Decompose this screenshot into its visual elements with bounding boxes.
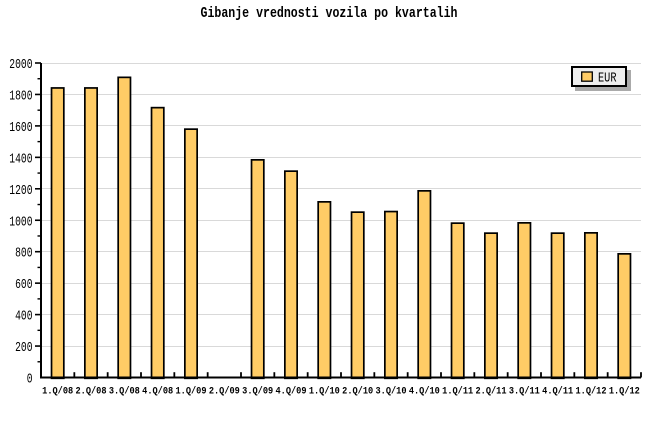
svg-text:4.Q/09: 4.Q/09 (276, 385, 307, 397)
svg-text:3.Q/08: 3.Q/08 (109, 385, 140, 397)
svg-text:4.Q/08: 4.Q/08 (142, 385, 173, 397)
svg-text:3.Q/11: 3.Q/11 (509, 385, 540, 397)
svg-text:1400: 1400 (9, 151, 32, 167)
svg-text:2000: 2000 (9, 57, 32, 73)
svg-text:800: 800 (15, 246, 32, 262)
svg-text:Gibanje vrednosti vozila po kv: Gibanje vrednosti vozila po kvartalih (201, 5, 458, 22)
svg-text:1.Q/10: 1.Q/10 (309, 385, 340, 397)
svg-text:2.Q/11: 2.Q/11 (476, 385, 507, 397)
svg-text:1.Q/12: 1.Q/12 (576, 385, 607, 397)
svg-text:EUR: EUR (598, 70, 617, 86)
svg-text:3.Q/09: 3.Q/09 (242, 385, 273, 397)
svg-text:1000: 1000 (9, 214, 32, 230)
svg-text:1.Q/09: 1.Q/09 (176, 385, 207, 397)
svg-text:1800: 1800 (9, 88, 32, 104)
svg-text:600: 600 (15, 277, 32, 293)
svg-text:4.Q/11: 4.Q/11 (542, 385, 573, 397)
svg-text:400: 400 (15, 309, 32, 325)
svg-text:1.Q/12: 1.Q/12 (609, 385, 640, 397)
svg-text:3.Q/10: 3.Q/10 (376, 385, 407, 397)
svg-text:1600: 1600 (9, 120, 32, 136)
svg-text:1.Q/11: 1.Q/11 (442, 385, 473, 397)
svg-text:4.Q/10: 4.Q/10 (409, 385, 440, 397)
svg-text:1.Q/08: 1.Q/08 (42, 385, 73, 397)
svg-text:2.Q/10: 2.Q/10 (342, 385, 373, 397)
svg-text:0: 0 (27, 372, 33, 388)
svg-text:200: 200 (15, 340, 32, 356)
svg-text:1200: 1200 (9, 183, 32, 199)
svg-text:2.Q/09: 2.Q/09 (209, 385, 240, 397)
svg-text:2.Q/08: 2.Q/08 (76, 385, 107, 397)
